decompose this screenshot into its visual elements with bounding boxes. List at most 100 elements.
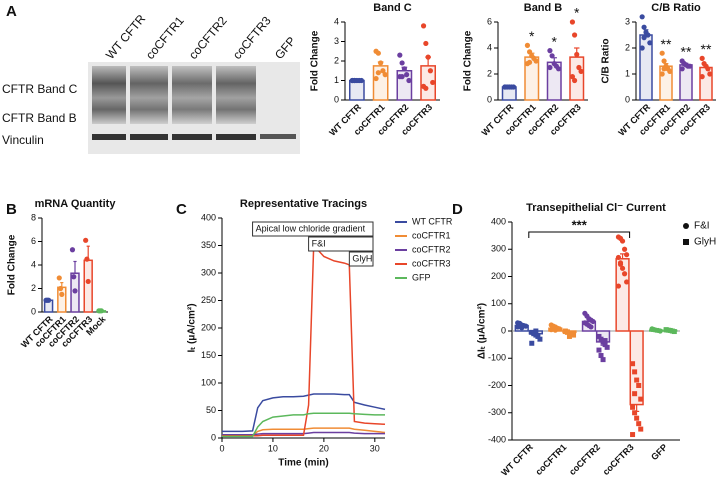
data-point [502,84,508,90]
chart-title: Band B [524,2,563,14]
data-point [564,329,570,335]
chart-title: Band C [373,2,412,14]
significance: * [552,33,558,49]
y-axis-label: Fold Change [7,234,18,295]
annotation-box [348,251,374,267]
legend-label: coCFTR1 [412,230,451,240]
data-point [621,271,628,277]
y-tick-label: 1 [334,75,339,85]
y-tick-label: 4 [487,42,492,52]
y-axis-label: C/B Ratio [601,39,612,84]
legend-label: coCFTR3 [412,258,451,268]
data-point [382,72,388,78]
data-point [423,40,429,47]
data-point [619,238,626,244]
lane-label: GFP [272,34,299,62]
y-tick-label: 100 [491,298,506,308]
data-point [547,48,553,54]
data-point [634,377,640,383]
y-tick-label: 0 [625,94,630,104]
significance: * [529,28,535,44]
x-axis-label: Time (min) [278,458,328,469]
y-tick-label: 300 [201,267,216,277]
data-point [661,66,667,72]
y-tick-label: -400 [488,434,506,444]
data-point [535,333,541,339]
y-tick-label: 2 [31,283,36,293]
legend-label: WT CFTR [412,216,453,226]
series-line [222,412,385,438]
y-tick-label: 50 [206,405,216,415]
data-point [526,59,533,65]
y-tick-label: 150 [201,350,216,360]
band-label: Vinculin [2,133,44,147]
y-tick-label: -100 [488,353,506,363]
y-tick-label: 3 [625,16,630,26]
data-point [404,72,410,78]
data-point [641,24,647,30]
data-point [619,265,626,271]
y-tick-label: 300 [491,244,506,254]
data-point [430,79,436,86]
chart-title: Transepithelial Cl⁻ Current [526,202,666,214]
data-point [699,74,705,80]
significance: ** [701,41,712,57]
data-point [641,35,647,41]
legend-label: coCFTR2 [412,244,451,254]
data-point [615,254,622,261]
bar [57,286,67,313]
x-tick-label: 0 [219,443,224,453]
panel-label: D [452,201,463,218]
data-point [663,327,669,333]
bracket [528,231,631,238]
data-point [624,252,630,258]
band-label: CFTR Band C [2,82,78,96]
data-point [427,68,434,74]
data-point [72,288,78,294]
data-point [657,328,663,334]
annotation-box [308,236,374,252]
lane-label: coCFTR3 [230,13,274,62]
legend-label: GFP [412,272,431,282]
y-axis-label: Iₜ (μA/cm²) [187,303,198,352]
series-line [222,243,386,437]
data-point [519,325,525,331]
data-point [634,415,640,421]
y-tick-label: 6 [487,16,492,26]
data-point [602,338,608,344]
data-point [85,278,91,285]
y-axis-label: Fold Change [310,30,321,91]
data-point [420,23,427,29]
data-point [638,396,644,402]
data-point [571,32,578,38]
x-tick-label: coCFTR1 [533,442,568,477]
y-tick-label: 0 [334,94,339,104]
y-tick-label: -300 [488,407,506,417]
y-tick-label: 4 [334,16,339,26]
x-tick-label: GFP [649,442,669,462]
x-tick-label: coCFTR2 [567,442,602,477]
data-point [600,357,606,363]
data-point [576,64,582,71]
data-point [397,52,403,58]
data-point [598,336,604,342]
y-tick-label: 0 [31,306,36,316]
data-point [632,410,638,416]
y-tick-label: 250 [201,295,216,305]
y-tick-label: 3 [334,36,339,46]
data-point [83,237,89,243]
data-point [649,326,655,332]
data-point [59,291,65,297]
data-point [571,77,578,84]
data-point [555,66,562,72]
blot-image [88,62,300,154]
y-tick-label: 0 [487,94,492,104]
data-point [406,77,412,84]
chart-title: Representative Tracings [240,198,367,210]
legend-marker [683,223,689,229]
y-tick-label: 100 [201,377,216,387]
band-label: CFTR Band B [2,111,77,125]
y-axis-label: ΔIₜ (μA/cm²) [477,303,488,359]
data-point [639,45,645,51]
